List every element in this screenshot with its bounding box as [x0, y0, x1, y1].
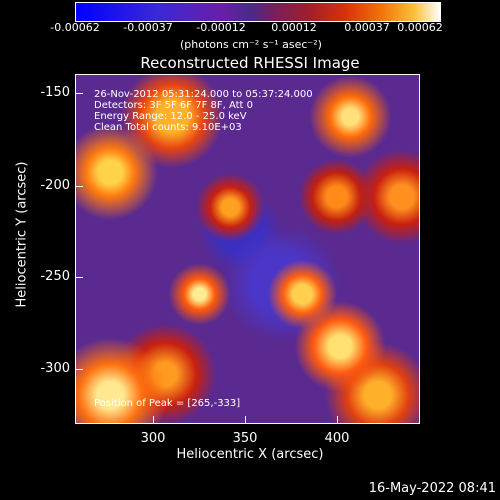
y-tick-mark: [75, 369, 83, 370]
x-axis-label: Heliocentric X (arcsec): [176, 447, 324, 462]
timestamp: 16-May-2022 08:41: [368, 481, 496, 496]
y-tick-label: -250: [40, 269, 70, 284]
algorithm-counts: Clean Total counts: 9.10E+03: [94, 122, 242, 133]
colorbar-tick-label: -0.00012: [196, 21, 246, 34]
x-tick-mark: [153, 416, 154, 424]
y-tick-label: -150: [40, 85, 70, 100]
y-tick-mark: [75, 186, 83, 187]
x-tick-label: 400: [324, 431, 350, 446]
colorbar: [75, 2, 441, 22]
detectors: Detectors: 3F 5F 6F 7F 8F, Att 0: [94, 100, 254, 111]
energy-range: Energy Range: 12.0 - 25.0 keV: [94, 111, 247, 122]
colorbar-tick-label: 0.00037: [344, 21, 390, 34]
colorbar-tick-label: -0.00037: [123, 21, 173, 34]
x-tick-mark: [337, 416, 338, 424]
y-tick-label: -300: [40, 361, 70, 376]
x-tick-label: 350: [232, 431, 258, 446]
time-range: 26-Nov-2012 05:31:24.000 to 05:37:24.000: [94, 89, 313, 100]
y-tick-label: -200: [40, 178, 70, 193]
y-tick-mark: [75, 93, 83, 94]
colorbar-tick-label: 0.00062: [397, 21, 443, 34]
colorbar-tick-label: 0.00012: [271, 21, 317, 34]
plot-title: Reconstructed RHESSI Image: [140, 54, 360, 72]
y-tick-mark: [75, 277, 83, 278]
colorbar-units: (photons cm⁻² s⁻¹ asec⁻²): [180, 38, 322, 51]
x-tick-label: 300: [140, 431, 166, 446]
x-tick-mark: [245, 416, 246, 424]
colorbar-tick-label: -0.00062: [50, 21, 100, 34]
solar-image: 26-Nov-2012 05:31:24.000 to 05:37:24.000…: [75, 74, 420, 424]
y-axis-label: Heliocentric Y (arcsec): [14, 161, 30, 308]
peak-position: Position of Peak = [265,-333]: [94, 398, 241, 409]
